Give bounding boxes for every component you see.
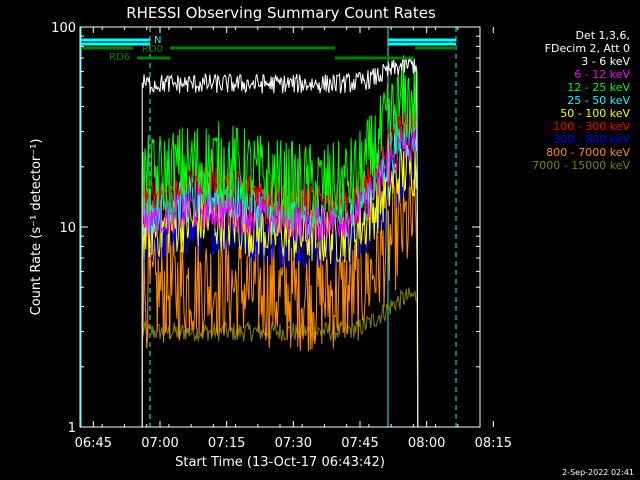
legend-entry: 6 - 12 keV	[574, 68, 630, 81]
legend-entry: 50 - 100 keV	[560, 107, 630, 120]
x-tick-label: 07:00	[141, 436, 178, 451]
x-tick-label: 07:15	[208, 436, 245, 451]
legend-entry: 7000 - 15000 keV	[532, 159, 630, 172]
series-line-12-to-25keV	[141, 62, 419, 428]
legend-header-line-1: Det 1,3,6,	[575, 29, 630, 42]
x-axis: 06:45 07:00 07:15 07:30 07:45 08:00 08:15	[75, 27, 512, 451]
plot-area	[80, 27, 457, 427]
series-line-100-to-300keV	[141, 104, 419, 428]
series-layer	[141, 55, 419, 428]
y-axis-label: Count Rate (s⁻¹ detector⁻¹)	[29, 139, 44, 316]
footer-date: 2-Sep-2022 02:41	[562, 468, 634, 477]
x-tick-label: 07:30	[275, 436, 312, 451]
y-tick-label: 10	[59, 221, 76, 236]
series-line-3-to-6keV	[141, 55, 419, 428]
chart-title: RHESSI Observing Summary Count Rates	[126, 4, 436, 22]
flag-label-rd6: RD6	[109, 52, 130, 63]
series-line-50-to-100keV	[141, 144, 419, 428]
x-tick-label: 08:15	[475, 436, 512, 451]
y-tick-label: 1	[68, 421, 76, 436]
series-line-7000-to-15000keV	[141, 287, 419, 428]
y-tick-label: 100	[51, 21, 76, 36]
x-axis-label: Start Time (13-Oct-17 06:43:42)	[175, 455, 385, 470]
observing-flags: N RD0 RD6	[81, 35, 456, 63]
x-tick-label: 06:45	[75, 436, 112, 451]
x-tick-label: 07:45	[341, 436, 378, 451]
series-line-6-to-12keV	[141, 120, 419, 428]
x-tick-label: 08:00	[408, 436, 445, 451]
series-line-300-to-800keV	[141, 155, 419, 428]
flag-label-n: N	[154, 35, 161, 46]
legend-entry: 300 - 800 keV	[553, 133, 630, 146]
legend-entry: 100 - 300 keV	[553, 120, 630, 133]
legend-header-line-2: FDecim 2, Att 0	[545, 42, 630, 55]
legend-entry: 12 - 25 keV	[567, 81, 630, 94]
series-line-800-to-7000keV	[141, 173, 419, 428]
legend-entry: 800 - 7000 keV	[546, 146, 630, 159]
legend-entry: 25 - 50 keV	[567, 94, 630, 107]
y-axis: 1 10 100	[51, 21, 480, 436]
legend-entry: 3 - 6 keV	[581, 55, 630, 68]
flag-label-rd0: RD0	[142, 44, 163, 55]
